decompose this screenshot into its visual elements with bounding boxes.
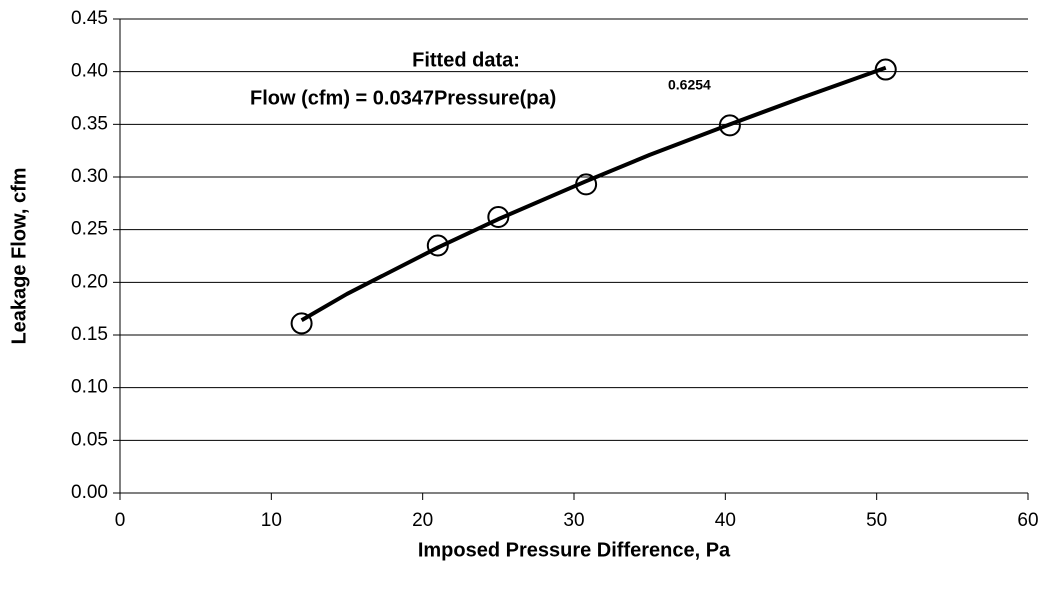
annotation-superscript: 0.6254 xyxy=(668,77,711,93)
y-tick-label: 0.20 xyxy=(71,271,108,292)
x-tick-label: 10 xyxy=(261,510,282,531)
y-tick-label: 0.00 xyxy=(71,482,108,503)
y-tick-label: 0.40 xyxy=(71,61,108,82)
fit-line xyxy=(300,65,887,322)
data-point xyxy=(487,206,510,229)
y-axis-label: Leakage Flow, cfm xyxy=(8,167,30,344)
annotation: Flow (cfm) = 0.0347Pressure(pa) xyxy=(250,87,556,109)
x-axis-label: Imposed Pressure Difference, Pa xyxy=(418,539,731,561)
x-tick-label: 0 xyxy=(115,510,126,531)
y-tick-label: 0.35 xyxy=(71,113,108,134)
x-tick-label: 60 xyxy=(1017,510,1038,531)
x-tick-label: 30 xyxy=(563,510,584,531)
y-tick-label: 0.05 xyxy=(71,429,108,450)
y-tick-label: 0.45 xyxy=(71,8,108,29)
y-tick-label: 0.30 xyxy=(71,166,108,187)
y-tick-label: 0.10 xyxy=(71,377,108,398)
y-tick-label: 0.15 xyxy=(71,324,108,345)
data-point xyxy=(290,312,313,335)
x-tick-label: 20 xyxy=(412,510,433,531)
x-tick-label: 50 xyxy=(866,510,887,531)
data-point xyxy=(718,114,741,137)
x-tick-label: 40 xyxy=(715,510,736,531)
annotation: Fitted data: xyxy=(412,49,520,71)
y-tick-label: 0.25 xyxy=(71,219,108,240)
data-point xyxy=(426,234,449,257)
